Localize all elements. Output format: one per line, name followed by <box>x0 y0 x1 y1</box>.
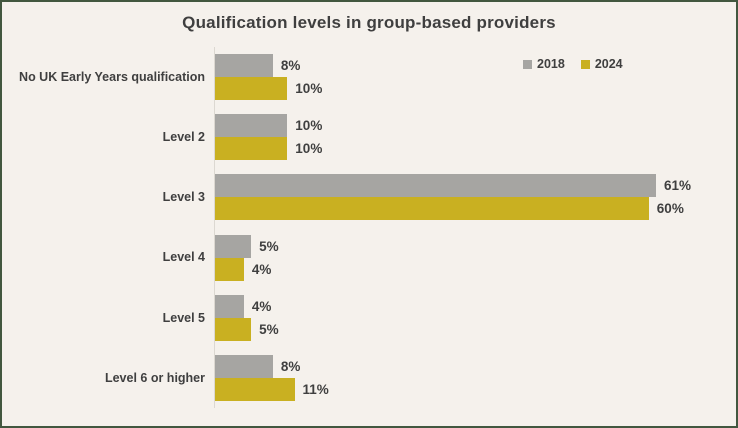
legend: 2018 2024 <box>523 57 623 71</box>
bar-2024 <box>215 377 295 401</box>
legend-label: 2024 <box>594 57 623 71</box>
bar-group: 4% 5% <box>214 287 736 348</box>
legend-swatch-icon <box>580 59 590 69</box>
chart-row: Level 6 or higher 8% 11% <box>2 347 736 409</box>
chart-row: Level 2 10% 10% <box>2 107 736 168</box>
bar-2024 <box>215 137 288 161</box>
bar-2018 <box>215 174 657 198</box>
bar-line-2024: 10% <box>215 77 736 101</box>
chart-row: Level 3 61% 60% <box>2 167 736 228</box>
value-label: 11% <box>302 381 329 397</box>
legend-item-2024: 2024 <box>580 57 623 71</box>
value-label: 8% <box>280 358 301 374</box>
bar-group: 5% 4% <box>214 227 736 288</box>
bar-2024 <box>215 257 244 281</box>
bar-line-2018: 10% <box>215 114 736 138</box>
bar-2018 <box>215 354 273 378</box>
bar-line-2024: 11% <box>215 377 736 401</box>
chart-title: Qualification levels in group-based prov… <box>182 13 556 32</box>
bar-2018 <box>215 234 252 258</box>
category-label: No UK Early Years qualification <box>19 69 205 84</box>
bar-line-2018: 4% <box>215 294 736 318</box>
category-label: Level 6 or higher <box>104 370 205 385</box>
category-label: Level 3 <box>162 190 205 205</box>
value-label: 5% <box>259 238 279 254</box>
chart-row: Level 5 4% 5% <box>2 287 736 348</box>
chart-row: No UK Early Years qualification 8% 10% <box>2 47 736 108</box>
bar-line-2018: 5% <box>215 234 736 258</box>
bar-line-2018: 8% <box>215 54 736 78</box>
value-label: 8% <box>280 58 301 74</box>
bar-2018 <box>215 294 244 318</box>
value-label: 10% <box>295 81 323 97</box>
value-label: 61% <box>664 178 692 194</box>
bar-line-2024: 10% <box>215 137 736 161</box>
value-label: 10% <box>295 118 323 134</box>
bar-line-2018: 61% <box>215 174 736 198</box>
bar-group: 8% 11% <box>214 347 736 409</box>
chart-row: Level 4 5% 4% <box>2 227 736 288</box>
chart-rows: No UK Early Years qualification 8% 10% Leve… <box>2 47 736 409</box>
legend-item-2018: 2018 <box>523 57 565 71</box>
bar-2024 <box>215 317 252 341</box>
category-label: Level 2 <box>162 130 205 145</box>
legend-label: 2018 <box>537 57 565 71</box>
value-label: 60% <box>656 201 684 217</box>
value-label: 5% <box>259 321 279 337</box>
bar-line-2024: 4% <box>215 257 736 281</box>
bar-2018 <box>215 54 273 78</box>
value-label: 4% <box>251 261 272 277</box>
plot-area: No UK Early Years qualification 8% 10% Leve… <box>2 47 736 409</box>
legend-swatch-icon <box>523 59 532 69</box>
bar-2024 <box>215 77 288 101</box>
value-label: 10% <box>295 141 323 157</box>
category-label: Level 5 <box>162 310 205 325</box>
bar-group: 10% 10% <box>214 107 736 168</box>
bar-group: 61% 60% <box>214 167 736 228</box>
bar-2024 <box>215 197 649 221</box>
bar-line-2018: 8% <box>215 354 736 378</box>
bar-line-2024: 60% <box>215 197 736 221</box>
value-label: 4% <box>251 298 272 314</box>
category-label: Level 4 <box>162 250 205 265</box>
bar-group: 8% 10% <box>214 47 736 108</box>
bar-line-2024: 5% <box>215 317 736 341</box>
bar-2018 <box>215 114 288 138</box>
